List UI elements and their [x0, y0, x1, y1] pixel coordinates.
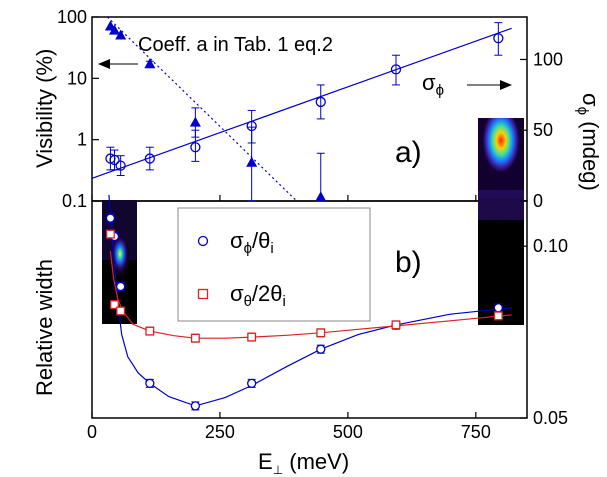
- sigma-theta-ratio-point: [247, 332, 257, 342]
- sigma-theta-ratio-point: [105, 229, 115, 239]
- panel-a-plot: [91, 16, 512, 202]
- right-arrow-annotation: [467, 80, 512, 90]
- y-axis-label-right: σϕ (mdeg): [574, 93, 603, 191]
- sigma-phi-ratio-point: [145, 378, 155, 389]
- coeff-annotation: Coeff. a in Tab. 1 eq.2: [138, 34, 333, 56]
- y-tick-label-left: 100: [57, 7, 87, 27]
- triangle-point: [189, 116, 201, 127]
- sigma-phi-ratio-point: [493, 303, 503, 313]
- sigma-phi-ratio-point: [247, 378, 257, 389]
- beam-image-high-energy: [478, 118, 524, 325]
- x-tick-label: 500: [333, 422, 363, 442]
- y-axis-label-left-b: Relative width: [32, 259, 57, 396]
- sigma-phi-fit-line: [91, 27, 512, 179]
- axes-ticks: 0 250 500 750 0.1 1 10 100 0 50 100 0.05 0.10: [57, 7, 568, 442]
- sigma-phi-annotation: σϕ: [422, 70, 444, 99]
- x-tick-label: 0: [87, 422, 97, 442]
- triangle-point: [115, 29, 127, 40]
- y-tick-label-right: 100: [533, 49, 563, 69]
- sigma-phi-point: [115, 160, 126, 171]
- panel-b-plot: [105, 194, 512, 411]
- legend: σϕ/θi σθ/2θi: [177, 207, 371, 322]
- legend-marker-sigma-phi: [197, 235, 209, 247]
- sigma-theta-fit-curve: [109, 251, 512, 339]
- triangle-point: [315, 191, 327, 202]
- triangle-fit-line: [106, 16, 298, 202]
- y-tick-label-right-b: 0.10: [533, 236, 568, 256]
- triangle-point: [246, 156, 258, 167]
- triangle-point: [144, 58, 156, 69]
- triangle-point: [109, 24, 121, 35]
- sigma-phi-point: [493, 33, 504, 44]
- panel-b-frame: [91, 200, 528, 419]
- x-tick-label: 250: [205, 422, 235, 442]
- beam-image-low-energy: [102, 200, 137, 324]
- sigma-theta-ratio-point: [145, 326, 155, 336]
- sigma-phi-ratio-point: [116, 281, 126, 292]
- sigma-phi-point: [315, 96, 326, 108]
- x-axis-label: E⊥ (meV): [258, 449, 349, 477]
- sigma-phi-ratio-point: [316, 344, 326, 354]
- panel-b-label: b): [395, 246, 422, 279]
- sigma-theta-ratio-point: [116, 306, 126, 316]
- legend-marker-sigma-theta: [197, 288, 209, 300]
- sigma-theta-ratio-point: [316, 328, 326, 338]
- panel-a-label: a): [395, 136, 422, 169]
- sigma-theta-ratio-point: [493, 311, 503, 321]
- sigma-phi-ratio-point: [105, 213, 116, 223]
- sigma-phi-point: [390, 64, 402, 75]
- legend-label-sigma-phi: σϕ/θi: [230, 228, 274, 257]
- y-tick-label-left: 1: [77, 130, 87, 150]
- sigma-phi-point: [144, 153, 155, 164]
- y-tick-label-right-b: 0.05: [533, 408, 568, 428]
- sigma-phi-point: [190, 142, 201, 153]
- y-tick-label-left: 0.1: [62, 191, 87, 211]
- legend-label-sigma-theta: σθ/2θi: [230, 281, 286, 310]
- sigma-phi-point: [109, 154, 120, 166]
- sigma-theta-ratio-point: [190, 333, 200, 343]
- y-tick-label-left: 10: [67, 68, 87, 88]
- sigma-theta-ratio-point: [110, 300, 119, 310]
- sigma-phi-ratio-point: [190, 401, 201, 411]
- sigma-phi-point: [246, 120, 257, 132]
- sigma-theta-ratio-point: [391, 320, 401, 330]
- left-arrow-annotation: [98, 59, 138, 69]
- y-tick-label-right: 50: [533, 120, 553, 140]
- x-tick-label: 750: [461, 422, 491, 442]
- y-tick-label-right: 0: [533, 191, 543, 211]
- y-axis-label-left-a: Visibility (%): [32, 49, 57, 168]
